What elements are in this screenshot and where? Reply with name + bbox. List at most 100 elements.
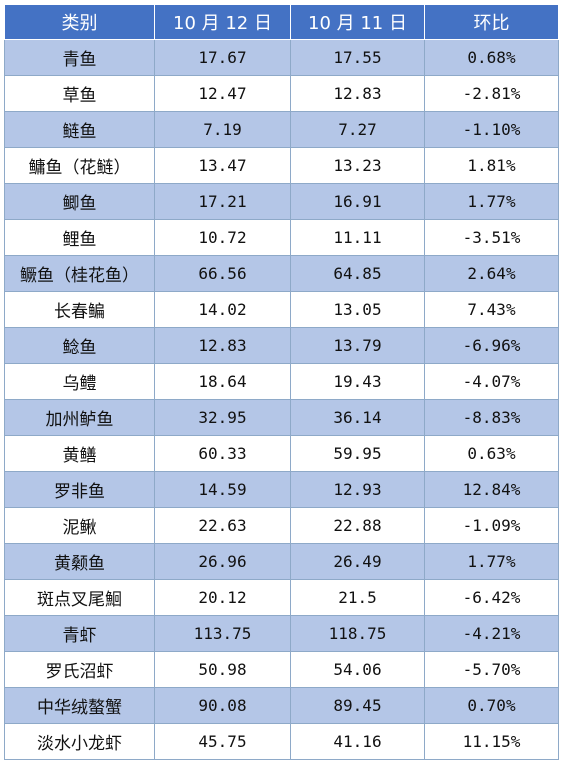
cell-category: 鲶鱼: [4, 327, 155, 364]
cell-oct11: 118.75: [290, 615, 425, 652]
cell-oct12: 7.19: [154, 111, 291, 148]
cell-oct11: 13.79: [290, 327, 425, 364]
cell-oct11: 12.93: [290, 471, 425, 508]
cell-oct12: 17.21: [154, 183, 291, 220]
table-body: 青鱼 17.67 17.55 0.68% 草鱼 12.47 12.83 -2.81% 鲢鱼 7.1…: [4, 39, 559, 760]
table-row: 鲫鱼 17.21 16.91 1.77%: [4, 183, 559, 220]
cell-oct11: 89.45: [290, 687, 425, 724]
cell-change: -6.96%: [424, 327, 559, 364]
header-oct12: 10 月 12 日: [154, 4, 291, 40]
cell-change: 7.43%: [424, 291, 559, 328]
table-row: 草鱼 12.47 12.83 -2.81%: [4, 75, 559, 112]
cell-category: 鳜鱼（桂花鱼）: [4, 255, 155, 292]
cell-oct11: 54.06: [290, 651, 425, 688]
cell-change: -4.07%: [424, 363, 559, 400]
cell-oct11: 36.14: [290, 399, 425, 436]
table-row: 罗氏沼虾 50.98 54.06 -5.70%: [4, 651, 559, 688]
cell-oct12: 66.56: [154, 255, 291, 292]
cell-category: 长春鳊: [4, 291, 155, 328]
cell-category: 泥鳅: [4, 507, 155, 544]
cell-category: 斑点叉尾鮰: [4, 579, 155, 616]
table-row: 青鱼 17.67 17.55 0.68%: [4, 39, 559, 76]
cell-change: -6.42%: [424, 579, 559, 616]
cell-change: -2.81%: [424, 75, 559, 112]
table-row: 鲤鱼 10.72 11.11 -3.51%: [4, 219, 559, 256]
cell-change: 1.77%: [424, 183, 559, 220]
cell-oct11: 22.88: [290, 507, 425, 544]
cell-oct11: 17.55: [290, 39, 425, 76]
cell-category: 罗氏沼虾: [4, 651, 155, 688]
table-row: 罗非鱼 14.59 12.93 12.84%: [4, 471, 559, 508]
price-table-container: 类别 10 月 12 日 10 月 11 日 环比 青鱼 17.67 17.55 0.…: [4, 4, 559, 760]
table-row: 青虾 113.75 118.75 -4.21%: [4, 615, 559, 652]
cell-change: 12.84%: [424, 471, 559, 508]
cell-change: -1.09%: [424, 507, 559, 544]
cell-change: 2.64%: [424, 255, 559, 292]
cell-category: 黄颡鱼: [4, 543, 155, 580]
table-row: 淡水小龙虾 45.75 41.16 11.15%: [4, 723, 559, 760]
cell-category: 鲢鱼: [4, 111, 155, 148]
cell-oct12: 12.47: [154, 75, 291, 112]
cell-category: 鲫鱼: [4, 183, 155, 220]
cell-category: 鲤鱼: [4, 219, 155, 256]
cell-change: 0.68%: [424, 39, 559, 76]
header-category: 类别: [4, 4, 155, 40]
cell-category: 淡水小龙虾: [4, 723, 155, 760]
table-row: 中华绒螯蟹 90.08 89.45 0.70%: [4, 687, 559, 724]
cell-change: 1.77%: [424, 543, 559, 580]
cell-category: 中华绒螯蟹: [4, 687, 155, 724]
cell-change: 0.63%: [424, 435, 559, 472]
table-row: 泥鳅 22.63 22.88 -1.09%: [4, 507, 559, 544]
cell-oct11: 7.27: [290, 111, 425, 148]
cell-oct11: 16.91: [290, 183, 425, 220]
cell-change: -3.51%: [424, 219, 559, 256]
cell-category: 乌鳢: [4, 363, 155, 400]
cell-change: 11.15%: [424, 723, 559, 760]
cell-oct12: 17.67: [154, 39, 291, 76]
cell-category: 加州鲈鱼: [4, 399, 155, 436]
cell-oct11: 13.23: [290, 147, 425, 184]
header-oct11: 10 月 11 日: [290, 4, 425, 40]
cell-change: 0.70%: [424, 687, 559, 724]
header-row: 类别 10 月 12 日 10 月 11 日 环比: [4, 4, 559, 40]
cell-oct11: 11.11: [290, 219, 425, 256]
cell-category: 罗非鱼: [4, 471, 155, 508]
cell-oct12: 18.64: [154, 363, 291, 400]
cell-oct12: 45.75: [154, 723, 291, 760]
cell-oct12: 90.08: [154, 687, 291, 724]
table-row: 鲢鱼 7.19 7.27 -1.10%: [4, 111, 559, 148]
cell-oct12: 50.98: [154, 651, 291, 688]
table-row: 黄鳝 60.33 59.95 0.63%: [4, 435, 559, 472]
cell-oct11: 26.49: [290, 543, 425, 580]
cell-category: 鳙鱼（花鲢）: [4, 147, 155, 184]
table-row: 鳙鱼（花鲢） 13.47 13.23 1.81%: [4, 147, 559, 184]
cell-oct12: 113.75: [154, 615, 291, 652]
table-row: 斑点叉尾鮰 20.12 21.5 -6.42%: [4, 579, 559, 616]
cell-oct11: 21.5: [290, 579, 425, 616]
cell-oct11: 13.05: [290, 291, 425, 328]
cell-category: 青虾: [4, 615, 155, 652]
price-table: 类别 10 月 12 日 10 月 11 日 环比 青鱼 17.67 17.55 0.…: [4, 4, 559, 760]
cell-change: -8.83%: [424, 399, 559, 436]
cell-change: -4.21%: [424, 615, 559, 652]
cell-category: 青鱼: [4, 39, 155, 76]
cell-oct12: 14.02: [154, 291, 291, 328]
cell-oct12: 13.47: [154, 147, 291, 184]
table-header: 类别 10 月 12 日 10 月 11 日 环比: [4, 4, 559, 40]
cell-oct12: 14.59: [154, 471, 291, 508]
cell-oct11: 12.83: [290, 75, 425, 112]
cell-oct11: 64.85: [290, 255, 425, 292]
table-row: 黄颡鱼 26.96 26.49 1.77%: [4, 543, 559, 580]
table-row: 鳜鱼（桂花鱼） 66.56 64.85 2.64%: [4, 255, 559, 292]
cell-category: 黄鳝: [4, 435, 155, 472]
cell-category: 草鱼: [4, 75, 155, 112]
cell-oct11: 19.43: [290, 363, 425, 400]
table-row: 鲶鱼 12.83 13.79 -6.96%: [4, 327, 559, 364]
cell-oct12: 10.72: [154, 219, 291, 256]
cell-oct11: 59.95: [290, 435, 425, 472]
cell-oct12: 26.96: [154, 543, 291, 580]
table-row: 长春鳊 14.02 13.05 7.43%: [4, 291, 559, 328]
cell-change: -5.70%: [424, 651, 559, 688]
cell-oct11: 41.16: [290, 723, 425, 760]
header-change: 环比: [424, 4, 559, 40]
